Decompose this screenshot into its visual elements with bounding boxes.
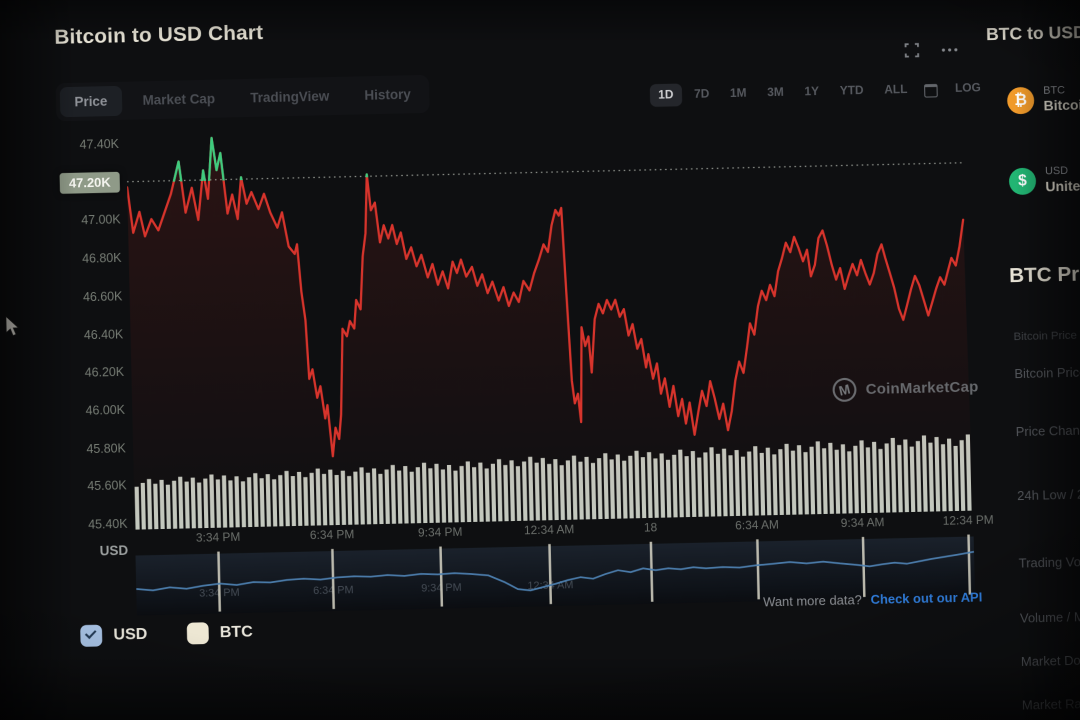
legend-label: BTC	[219, 622, 253, 642]
fullscreen-icon[interactable]	[904, 42, 920, 58]
watermark-text: CoinMarketCap	[865, 378, 979, 398]
series-legend: USD BTC	[80, 621, 253, 647]
legend-item-usd[interactable]: USD	[80, 624, 148, 647]
x-axis-label: 6:34 AM	[735, 519, 780, 533]
y-axis-label: 45.40K	[88, 516, 128, 532]
y-axis-label: 45.80K	[86, 440, 126, 456]
stats-title: BTC Price S	[1008, 262, 1080, 288]
range-button[interactable]: 1M	[729, 87, 747, 100]
y-axis-unit: USD	[99, 542, 129, 559]
stat-row-label: 24h Low / 24h H	[1017, 487, 1080, 504]
converter-title: BTC to USD Con	[985, 22, 1080, 45]
asset-name: United Sta	[1045, 177, 1080, 195]
range-button[interactable]: ALL	[884, 83, 908, 97]
coinmarketcap-logo-icon: M	[830, 375, 859, 405]
usd-checkbox[interactable]	[80, 624, 103, 647]
chart-tab[interactable]: History	[364, 86, 411, 104]
asset-name: Bitcoin	[1043, 96, 1080, 114]
btc-checkbox[interactable]	[186, 622, 209, 645]
stat-row-label: Bitcoin Price	[1014, 365, 1080, 382]
chart-toolbar-icons	[904, 42, 946, 58]
range-button[interactable]	[920, 80, 943, 99]
range-button[interactable]: 1D	[649, 83, 682, 107]
y-axis-label: 47.00K	[81, 212, 121, 228]
chart-tab[interactable]: Market Cap	[142, 90, 216, 109]
btc-coin-icon: ₿	[1006, 86, 1035, 114]
y-axis-label: 46.40K	[83, 326, 124, 342]
y-axis-label: 46.20K	[84, 364, 125, 380]
api-link[interactable]: Check out our API	[870, 590, 983, 608]
legend-label: USD	[113, 625, 148, 644]
x-axis-label: 3:34 PM	[195, 531, 241, 545]
asset-symbol: BTC	[1043, 84, 1066, 98]
stat-row-label: Bitcoin Price Toda	[1013, 329, 1080, 344]
stat-row-label: Volume / Marke	[1019, 608, 1080, 626]
y-axis-label: 45.60K	[87, 478, 127, 494]
price-line-chart[interactable]	[126, 117, 974, 530]
range-button[interactable]: 7D	[693, 88, 710, 101]
range-button[interactable]: 3M	[767, 86, 784, 100]
range-button[interactable]: YTD	[839, 84, 864, 98]
x-axis-label: 12:34 AM	[523, 523, 575, 538]
api-promo-text: Want more data?	[762, 592, 863, 610]
range-buttons: 1D 7D 1M 3M 1Y YTD ALL LOG	[649, 77, 990, 107]
chart-tab[interactable]: TradingView	[250, 88, 330, 106]
converter-asset-btc[interactable]: ₿ BTC Bitcoin	[1006, 84, 1080, 116]
y-axis-label: 46.80K	[81, 250, 122, 266]
more-options-icon[interactable]	[941, 47, 946, 52]
converter-asset-usd[interactable]: $ USD United Sta	[1008, 164, 1080, 196]
stat-row-label: Market Dominan	[1020, 652, 1080, 669]
stat-row-label: Trading Volume	[1018, 554, 1080, 571]
x-axis-label: 18	[643, 521, 658, 535]
range-button[interactable]: 1Y	[804, 85, 820, 99]
x-axis-label: 9:34 AM	[840, 516, 885, 531]
x-axis-label: 12:34 PM	[942, 514, 994, 528]
y-axis-label: 46.00K	[85, 402, 126, 418]
stat-row-label: Market Rank	[1021, 696, 1080, 713]
range-button[interactable]: LOG	[954, 81, 981, 95]
y-axis-label: 46.60K	[82, 288, 123, 304]
asset-symbol: USD	[1044, 164, 1069, 178]
x-axis-label: 9:34 PM	[417, 526, 463, 540]
y-axis-label: 47.20K	[59, 171, 121, 194]
x-axis-label: 6:34 PM	[309, 528, 355, 543]
mouse-cursor	[5, 315, 20, 337]
watermark: M CoinMarketCap	[830, 375, 979, 405]
usd-coin-icon: $	[1008, 167, 1037, 195]
legend-item-btc[interactable]: BTC	[186, 621, 253, 645]
stat-row-label: Price Change 2	[1015, 423, 1080, 440]
y-axis-label: 47.40K	[79, 136, 120, 153]
